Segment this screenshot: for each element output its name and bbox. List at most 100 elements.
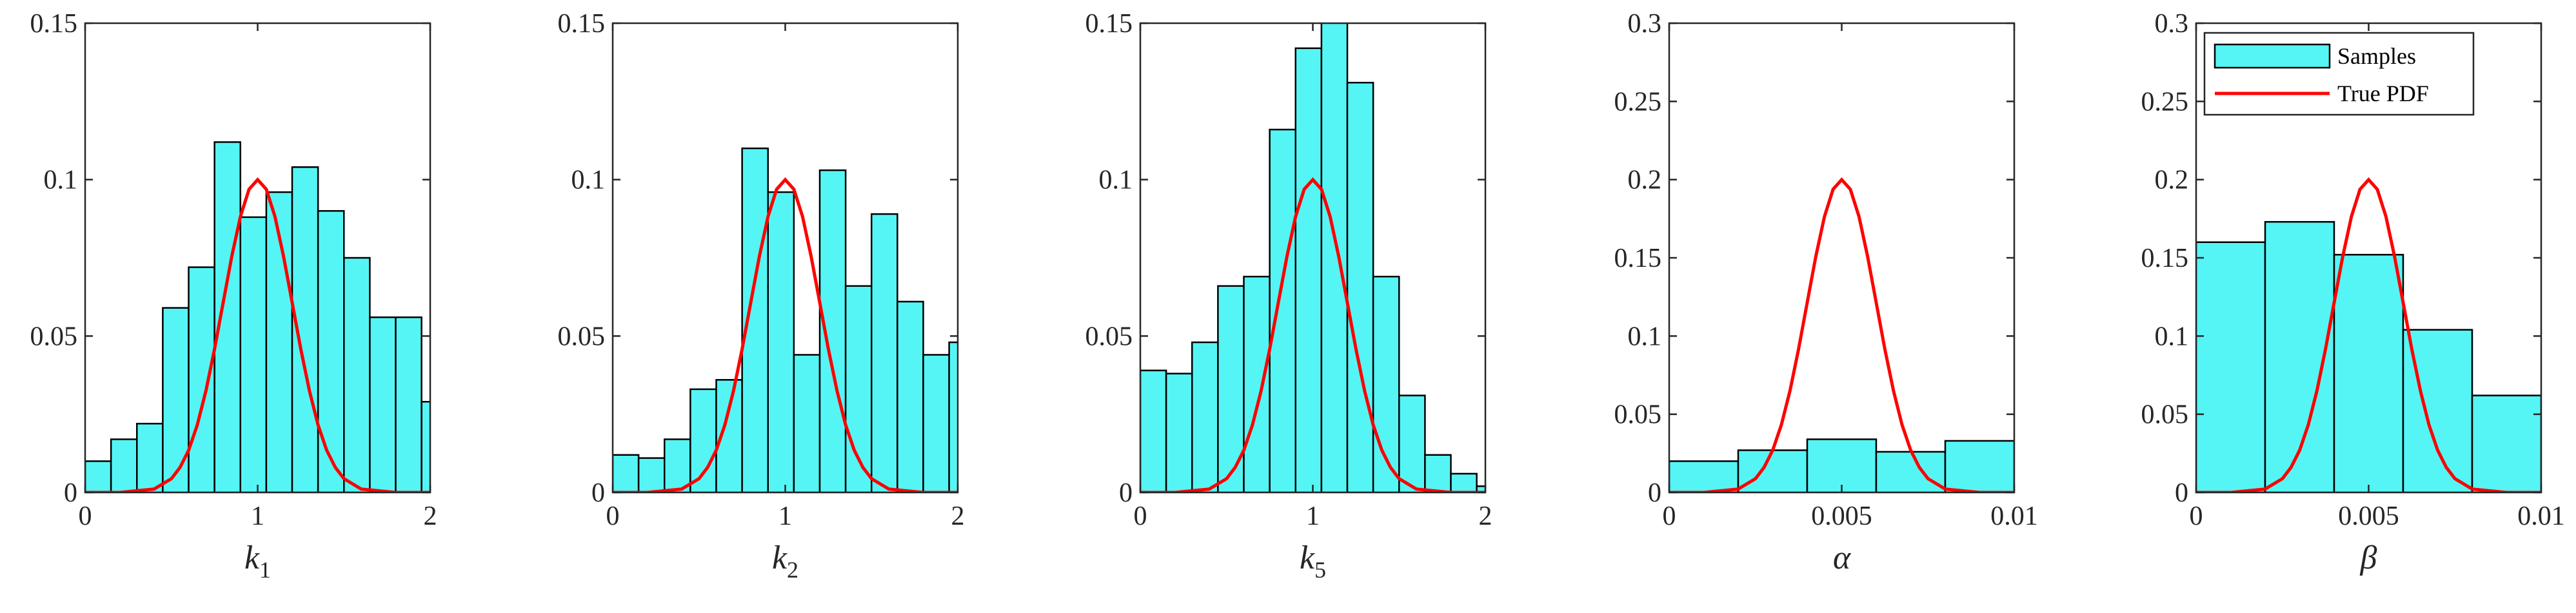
plot-area	[1669, 177, 2014, 492]
histogram-bar	[1165, 373, 1193, 492]
y-tick-label: 0.1	[1099, 166, 1133, 195]
subplot: 00.050.10.150 1 2k1	[30, 9, 437, 583]
pdf-curve	[613, 177, 958, 492]
histogram-bar	[213, 141, 241, 492]
subplot: 0 0.05 0.1 0.15 0 1 2 k5	[1085, 9, 1492, 583]
x-axis-label: α	[1833, 540, 1852, 576]
x-axis-label: k5	[1300, 540, 1326, 583]
y-tick-label: 0.15	[1085, 9, 1133, 39]
histogram-bar	[1243, 275, 1271, 492]
y-tick-label: 0	[591, 478, 605, 508]
y-tick-label: 0.15	[30, 9, 78, 39]
x-tick-label: 0.01	[2517, 501, 2565, 531]
y-tick-label: 0	[2175, 478, 2188, 508]
legend-label: True PDF	[2337, 81, 2429, 106]
histogram-bar	[1669, 460, 1739, 492]
y-tick-label: 0.25	[1614, 87, 1662, 117]
y-tick-label: 0	[1119, 478, 1133, 508]
histogram-bar	[162, 307, 190, 492]
histogram-bar	[1875, 451, 1947, 492]
histogram-bar	[421, 401, 430, 492]
histogram-bar	[844, 285, 873, 492]
histogram-bar	[2196, 241, 2266, 492]
histogram-bar	[948, 341, 958, 492]
x-tick-label: 0.005	[1811, 501, 1872, 531]
x-axis-label-text: α	[1833, 540, 1852, 576]
y-tick-label: 0.1	[571, 166, 606, 195]
y-tick-label: 0	[64, 478, 77, 508]
histogram-bar	[1806, 438, 1878, 492]
pdf-curve	[2196, 177, 2541, 492]
histogram-bar	[1346, 81, 1374, 492]
x-axis-label-sub: 1	[259, 557, 271, 583]
y-tick-label: 0.3	[1628, 9, 1662, 39]
histogram-bar	[1944, 440, 2014, 492]
y-tick-label: 0.2	[2155, 166, 2189, 195]
y-tick-label: 0.05	[30, 322, 78, 351]
histogram-bar	[637, 457, 666, 492]
histogram-bar	[1140, 369, 1167, 492]
y-tick-label: 0.15	[1614, 244, 1662, 273]
plot-area	[85, 141, 430, 492]
histogram-bar	[689, 388, 717, 492]
y-tick-label: 0.1	[2155, 322, 2189, 351]
histogram-bar	[85, 460, 112, 492]
histogram-bar	[1450, 472, 1478, 492]
legend-label: Samples	[2337, 43, 2416, 69]
x-tick-label: 0	[79, 501, 92, 531]
histogram-bar	[110, 438, 138, 492]
histogram-bar	[317, 209, 345, 492]
histogram-bar	[922, 354, 950, 492]
histogram-bar	[664, 438, 691, 492]
histogram-bar	[871, 213, 898, 492]
subplot: 0 0.05 0.1 0.15 0.2 0.25 0.3 0 0.005 0.01 α	[1614, 9, 2038, 576]
histogram-bar	[1424, 454, 1452, 492]
x-tick-label: 2	[1479, 501, 1492, 531]
x-axis-label-sub: 2	[787, 557, 798, 583]
subplot: 0 0.05 0.1 0.15 0.2 0.25 0.3 0 0.005 0.01 β Samples…	[2141, 9, 2565, 576]
axes-box	[1668, 22, 2016, 494]
plot-area	[1140, 23, 1485, 492]
histogram-bar	[239, 216, 268, 492]
y-tick-label: 0.25	[2141, 87, 2189, 117]
y-tick-label: 0.05	[1085, 322, 1133, 351]
histogram-bar	[897, 300, 924, 492]
x-axis-label-text: β	[2360, 540, 2377, 576]
histogram-bar	[1294, 47, 1323, 492]
histogram-bar	[369, 316, 397, 492]
y-tick-label: 0	[1648, 478, 1661, 508]
histogram-bar	[343, 257, 371, 492]
pdf-curve	[1669, 177, 2014, 492]
x-tick-label: 0	[2190, 501, 2203, 531]
histogram-bar	[767, 191, 795, 492]
histogram-bar	[613, 454, 640, 492]
x-axis-label: β	[2360, 540, 2377, 576]
x-tick-label: 0	[1134, 501, 1147, 531]
plot-area	[613, 147, 958, 492]
histogram-bar	[2333, 253, 2404, 492]
histogram-bar	[1737, 449, 1808, 492]
y-tick-label: 0.05	[558, 322, 606, 351]
histogram-bar	[2471, 394, 2541, 492]
x-axis-label-text: k	[1300, 540, 1315, 576]
x-tick-label: 0	[606, 501, 620, 531]
y-tick-label: 0.15	[558, 9, 606, 39]
pdf-curve	[1140, 177, 1485, 492]
x-tick-label: 1	[251, 501, 264, 531]
y-tick-label: 0.2	[1628, 166, 1662, 195]
histogram-bar	[793, 354, 821, 492]
x-tick-label: 1	[778, 501, 792, 531]
x-tick-label: 2	[424, 501, 437, 531]
histogram-bar	[188, 266, 215, 492]
legend-swatch	[2214, 43, 2331, 69]
subplot: 0 0.05 0.1 0.15 0 1 2k2	[558, 9, 965, 583]
x-tick-label: 0.005	[2338, 501, 2399, 531]
y-tick-label: 0.15	[2141, 244, 2189, 273]
pdf-curve	[85, 177, 430, 492]
histogram-bar	[395, 316, 422, 492]
x-axis-label: k2	[772, 540, 798, 583]
x-tick-label: 0	[1663, 501, 1676, 531]
histogram-bar	[136, 422, 164, 492]
y-tick-label: 0.1	[44, 166, 78, 195]
